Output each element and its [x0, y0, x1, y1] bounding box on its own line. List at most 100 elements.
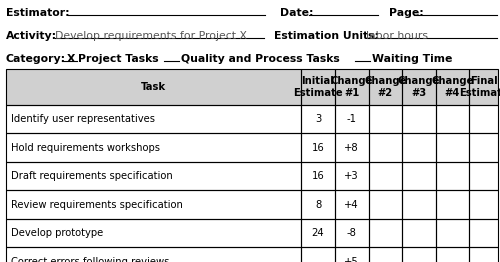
Bar [402, 105, 436, 133]
Bar [335, 105, 368, 133]
Text: -8: -8 [347, 228, 356, 238]
Bar [436, 190, 469, 219]
Bar [368, 219, 402, 247]
Bar [6, 69, 301, 105]
Bar [402, 133, 436, 162]
Text: Review requirements specification: Review requirements specification [11, 200, 183, 210]
Bar [402, 190, 436, 219]
Text: Change
#1: Change #1 [330, 76, 373, 98]
Text: 16: 16 [312, 171, 324, 181]
Bar [368, 190, 402, 219]
Text: Estimation Units:: Estimation Units: [274, 31, 378, 41]
Bar [402, 105, 436, 133]
Bar [301, 105, 335, 133]
Text: Category:: Category: [6, 54, 66, 64]
Bar [301, 162, 335, 190]
Text: Estimator:: Estimator: [6, 8, 70, 18]
Bar [6, 219, 301, 247]
Text: Draft requirements specification: Draft requirements specification [11, 171, 173, 181]
Bar [6, 162, 301, 190]
Text: Correct errors following reviews: Correct errors following reviews [11, 256, 170, 262]
Text: Quality and Process Tasks: Quality and Process Tasks [181, 54, 340, 64]
Bar [469, 105, 498, 133]
Bar [469, 133, 498, 162]
Bar [436, 105, 469, 133]
Bar [469, 247, 498, 262]
Bar [368, 133, 402, 162]
Bar [6, 219, 301, 247]
Bar [402, 162, 436, 190]
Text: Identify user representatives: Identify user representatives [11, 114, 155, 124]
Bar [469, 219, 498, 247]
Bar [368, 105, 402, 133]
Text: Initial
Estimate: Initial Estimate [293, 76, 343, 98]
Bar [6, 69, 301, 105]
Text: +8: +8 [344, 143, 359, 152]
Bar [335, 190, 368, 219]
Bar [6, 133, 301, 162]
Bar [301, 190, 335, 219]
Bar [469, 190, 498, 219]
Bar [335, 190, 368, 219]
Bar [436, 133, 469, 162]
Text: Waiting Time: Waiting Time [372, 54, 452, 64]
Text: Project Tasks: Project Tasks [78, 54, 159, 64]
Bar [469, 162, 498, 190]
Bar [6, 133, 301, 162]
Bar [368, 69, 402, 105]
Text: Change
#2: Change #2 [364, 76, 406, 98]
Bar [6, 247, 301, 262]
Bar [6, 190, 301, 219]
Bar [368, 247, 402, 262]
Bar [469, 247, 498, 262]
Bar [301, 162, 335, 190]
Text: Change
#3: Change #3 [398, 76, 440, 98]
Bar [469, 133, 498, 162]
Bar [436, 105, 469, 133]
Bar [368, 162, 402, 190]
Bar [301, 69, 335, 105]
Text: +5: +5 [344, 256, 359, 262]
Bar [301, 247, 335, 262]
Bar [368, 247, 402, 262]
Text: Final
Estimate: Final Estimate [458, 76, 500, 98]
Bar [436, 133, 469, 162]
Bar [368, 219, 402, 247]
Bar [335, 105, 368, 133]
Bar [368, 162, 402, 190]
Bar [301, 219, 335, 247]
Bar [469, 190, 498, 219]
Bar [436, 247, 469, 262]
Text: Change
#4: Change #4 [431, 76, 474, 98]
Bar [301, 133, 335, 162]
Bar [6, 105, 301, 133]
Bar [436, 162, 469, 190]
Bar [368, 133, 402, 162]
Text: Develop requirements for Project X: Develop requirements for Project X [55, 31, 247, 41]
Text: Activity:: Activity: [6, 31, 57, 41]
Text: 24: 24 [312, 228, 324, 238]
Bar [436, 162, 469, 190]
Bar [335, 162, 368, 190]
Bar [469, 219, 498, 247]
Bar [6, 162, 301, 190]
Bar [436, 247, 469, 262]
Text: X: X [66, 54, 75, 64]
Bar [368, 190, 402, 219]
Text: Page:: Page: [388, 8, 423, 18]
Bar [335, 133, 368, 162]
Bar [402, 247, 436, 262]
Bar [436, 219, 469, 247]
Bar [335, 247, 368, 262]
Bar [402, 190, 436, 219]
Bar [402, 133, 436, 162]
Bar [301, 219, 335, 247]
Text: 3: 3 [315, 114, 321, 124]
Bar [301, 133, 335, 162]
Bar [301, 69, 335, 105]
Bar [6, 105, 301, 133]
Text: Hold requirements workshops: Hold requirements workshops [11, 143, 160, 152]
Bar [436, 219, 469, 247]
Bar [6, 190, 301, 219]
Bar [402, 247, 436, 262]
